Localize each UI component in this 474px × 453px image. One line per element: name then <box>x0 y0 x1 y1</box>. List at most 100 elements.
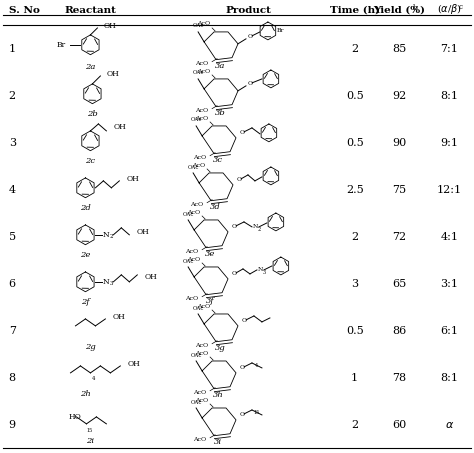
Text: 86: 86 <box>392 326 407 336</box>
Text: 3:1: 3:1 <box>440 279 458 289</box>
Text: OAc: OAc <box>187 164 199 169</box>
Text: 3: 3 <box>263 270 266 275</box>
Text: 2h: 2h <box>80 390 91 398</box>
Text: 2f: 2f <box>81 298 90 306</box>
Text: $\alpha$: $\alpha$ <box>445 420 454 430</box>
Text: 1: 1 <box>9 44 16 54</box>
Text: 2d: 2d <box>80 204 91 212</box>
Text: AcO: AcO <box>185 249 198 254</box>
Text: 3b: 3b <box>215 109 226 116</box>
Text: Time (h): Time (h) <box>329 6 380 15</box>
Text: N: N <box>103 278 110 286</box>
Text: 8:1: 8:1 <box>440 373 458 383</box>
Text: 3e: 3e <box>205 250 215 258</box>
Text: OH: OH <box>112 313 125 321</box>
Text: AcO: AcO <box>185 296 198 301</box>
Text: OH: OH <box>103 22 116 30</box>
Text: OH: OH <box>127 175 139 183</box>
Text: 3f: 3f <box>206 297 214 305</box>
Text: 3: 3 <box>109 281 113 286</box>
Text: 3c: 3c <box>213 156 223 164</box>
Text: AcO: AcO <box>195 343 208 348</box>
Text: AcO: AcO <box>187 256 200 261</box>
Text: 9:1: 9:1 <box>440 138 458 148</box>
Text: O: O <box>240 130 245 135</box>
Text: 2: 2 <box>351 44 358 54</box>
Text: 1: 1 <box>351 373 358 383</box>
Text: AcO: AcO <box>195 108 208 113</box>
Text: 15: 15 <box>254 410 260 415</box>
Text: AcO: AcO <box>197 68 210 73</box>
Text: AcO: AcO <box>193 437 206 442</box>
Text: OH: OH <box>144 273 157 281</box>
Text: N: N <box>103 231 110 239</box>
Text: 4:1: 4:1 <box>440 232 458 242</box>
Text: O: O <box>248 82 253 87</box>
Text: 0.5: 0.5 <box>346 91 364 101</box>
Text: OH: OH <box>128 360 140 368</box>
Text: OAc: OAc <box>191 117 202 122</box>
Text: 85: 85 <box>392 44 407 54</box>
Text: S. No: S. No <box>9 6 39 15</box>
Text: c: c <box>458 3 462 11</box>
Text: 4: 4 <box>9 185 16 195</box>
Text: O: O <box>232 224 237 229</box>
Text: 2b: 2b <box>87 110 98 118</box>
Text: O: O <box>237 178 242 183</box>
Text: b: b <box>412 5 418 12</box>
Text: 15: 15 <box>86 428 92 433</box>
Text: 2: 2 <box>109 234 113 239</box>
Text: Reactant: Reactant <box>64 6 117 15</box>
Text: ($\alpha$/$\beta$): ($\alpha$/$\beta$) <box>437 2 462 16</box>
Text: 8: 8 <box>9 373 16 383</box>
Text: N: N <box>257 267 263 272</box>
Text: AcO: AcO <box>195 61 208 66</box>
Text: AcO: AcO <box>195 398 208 403</box>
Text: 2i: 2i <box>86 437 94 445</box>
Text: OAc: OAc <box>182 212 194 217</box>
Text: AcO: AcO <box>190 202 203 207</box>
Text: OH: OH <box>113 123 126 131</box>
Text: AcO: AcO <box>192 163 205 168</box>
Text: AcO: AcO <box>195 116 208 120</box>
Text: O: O <box>240 412 245 417</box>
Text: 2: 2 <box>351 232 358 242</box>
Text: 2: 2 <box>9 91 16 101</box>
Text: 3d: 3d <box>210 202 220 211</box>
Text: 78: 78 <box>392 373 407 383</box>
Text: 60: 60 <box>392 420 407 430</box>
Text: AcO: AcO <box>187 210 200 215</box>
Text: 5: 5 <box>9 232 16 242</box>
Text: AcO: AcO <box>193 155 206 160</box>
Text: 2e: 2e <box>80 251 91 259</box>
Text: 2: 2 <box>258 227 261 232</box>
Text: 2c: 2c <box>85 157 95 164</box>
Text: 3g: 3g <box>215 344 226 352</box>
Text: 3: 3 <box>9 138 16 148</box>
Text: 90: 90 <box>392 138 407 148</box>
Text: AcO: AcO <box>197 21 210 26</box>
Text: O: O <box>232 271 237 276</box>
Text: N: N <box>252 224 258 229</box>
Text: 92: 92 <box>392 91 407 101</box>
Text: Br: Br <box>56 41 65 49</box>
Text: 3: 3 <box>351 279 358 289</box>
Text: AcO: AcO <box>195 351 208 356</box>
Text: 6: 6 <box>9 279 16 289</box>
Text: 75: 75 <box>392 185 407 195</box>
Text: 3h: 3h <box>213 390 223 399</box>
Text: 12:1: 12:1 <box>437 185 462 195</box>
Text: 7: 7 <box>9 326 16 336</box>
Text: 2.5: 2.5 <box>346 185 364 195</box>
Text: Yield (%): Yield (%) <box>374 6 426 15</box>
Text: 9: 9 <box>9 420 16 430</box>
Text: 7:1: 7:1 <box>440 44 458 54</box>
Text: OAc: OAc <box>182 259 194 264</box>
Text: 4: 4 <box>255 363 258 368</box>
Text: Br: Br <box>277 29 284 34</box>
Text: OAc: OAc <box>191 400 202 405</box>
Text: 3i: 3i <box>214 438 222 446</box>
Text: 72: 72 <box>392 232 407 242</box>
Text: O: O <box>242 318 247 323</box>
Text: OAc: OAc <box>192 305 204 310</box>
